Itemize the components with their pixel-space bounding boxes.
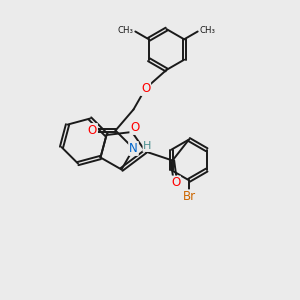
Text: O: O [88, 124, 97, 137]
Text: N: N [129, 142, 138, 155]
Text: O: O [171, 176, 180, 190]
Text: O: O [130, 121, 140, 134]
Text: H: H [143, 141, 152, 152]
Text: Br: Br [182, 190, 196, 203]
Text: O: O [141, 82, 150, 95]
Text: CH₃: CH₃ [118, 26, 134, 35]
Text: CH₃: CH₃ [199, 26, 215, 35]
